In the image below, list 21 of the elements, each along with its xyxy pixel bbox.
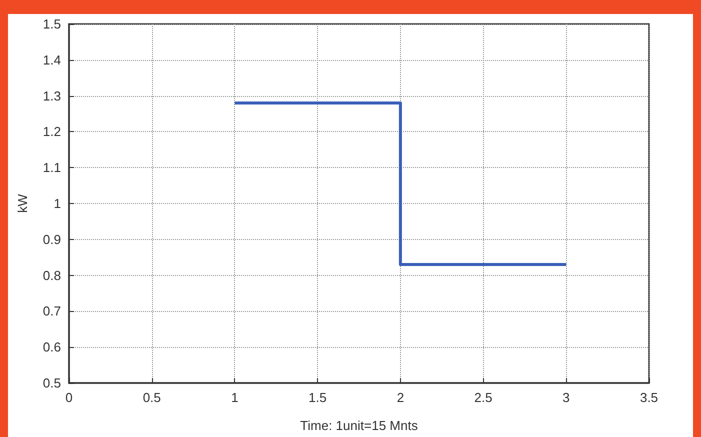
x-tick-label: 0.5 [142, 390, 161, 405]
y-tick-label: 1.5 [42, 16, 61, 32]
y-tick-label: 1.4 [42, 52, 61, 68]
x-tick-label: 2.5 [474, 390, 492, 405]
y-tick-label: 1.2 [42, 124, 61, 140]
y-tick-label: 1 [54, 196, 61, 211]
x-tick-label: 2 [396, 390, 404, 405]
y-tick-label: 1.1 [42, 160, 61, 176]
y-tick-label: 0.7 [42, 304, 61, 319]
x-tick-label: 3 [562, 390, 570, 405]
x-tick-label: 1 [231, 390, 238, 405]
y-tick-label: 0.5 [42, 376, 61, 390]
x-axis-title: Time: 1unit=15 Mnts [300, 418, 418, 433]
y-tick-label: 0.6 [42, 340, 61, 355]
x-tick-label: 0 [65, 390, 73, 405]
x-tick-label: 1.5 [308, 390, 327, 405]
y-tick-label: 1.3 [42, 88, 61, 104]
x-tick-label: 3.5 [640, 390, 658, 405]
y-axis-title: kW [15, 193, 30, 213]
y-tick-label: 0.9 [42, 232, 61, 247]
y-tick-label: 0.8 [42, 268, 61, 283]
